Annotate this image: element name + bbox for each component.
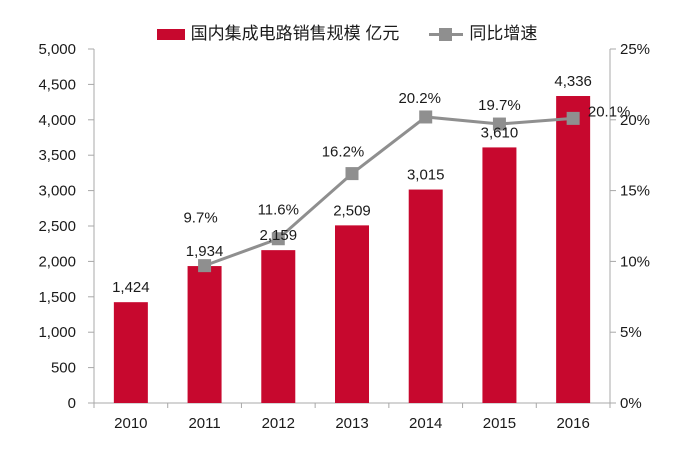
growth-value-label-2011: 9.7% <box>183 210 217 227</box>
x-axis-category-label: 2012 <box>262 415 295 432</box>
bar-2016 <box>556 96 591 403</box>
x-axis-category-label: 2016 <box>556 415 589 432</box>
bar-value-label-2016: 4,336 <box>554 73 592 90</box>
bar-value-label-2011: 1,934 <box>186 243 224 260</box>
growth-marker-2014 <box>419 110 433 124</box>
right-axis-tick-label: 15% <box>620 183 650 200</box>
x-axis-category-label: 2014 <box>409 415 442 432</box>
growth-value-label-2015: 19.7% <box>478 97 521 114</box>
bar-value-label-2014: 3,015 <box>407 167 445 184</box>
bar-2015 <box>482 147 517 403</box>
right-axis-tick-label: 0% <box>620 395 642 412</box>
growth-value-label-2013: 16.2% <box>322 144 365 161</box>
growth-marker-2012 <box>271 232 285 246</box>
growth-marker-2013 <box>345 167 359 181</box>
growth-value-label-2012: 11.6% <box>258 202 299 219</box>
right-axis-tick-label: 25% <box>620 41 650 58</box>
left-axis-tick-label: 4,000 <box>38 112 76 129</box>
left-axis-tick-label: 2,000 <box>38 253 76 270</box>
x-axis-category-label: 2013 <box>335 415 368 432</box>
growth-marker-2016 <box>566 111 580 125</box>
left-axis-tick-label: 0 <box>68 395 76 412</box>
left-axis-tick-label: 1,000 <box>38 324 76 341</box>
bar-value-label-2012: 2,159 <box>260 227 298 244</box>
right-axis-tick-label: 20% <box>620 112 650 129</box>
x-axis-category-label: 2011 <box>188 415 220 432</box>
left-axis-tick-label: 1,500 <box>38 289 76 306</box>
left-axis-tick-label: 3,000 <box>38 183 76 200</box>
bar-value-label-2010: 1,424 <box>112 279 150 296</box>
growth-marker-2015 <box>492 117 506 131</box>
x-axis-category-label: 2015 <box>483 415 516 432</box>
left-axis-tick-label: 5,000 <box>38 41 76 58</box>
bar-value-label-2013: 2,509 <box>333 202 371 219</box>
x-axis-category-label: 2010 <box>114 415 147 432</box>
left-axis-tick-label: 500 <box>51 360 76 377</box>
growth-marker-2011 <box>198 259 212 273</box>
left-axis-tick-label: 4,500 <box>38 76 76 93</box>
left-axis-tick-label: 3,500 <box>38 147 76 164</box>
right-axis-tick-label: 10% <box>620 253 650 270</box>
bar-2012 <box>261 250 296 403</box>
growth-line <box>204 115 574 268</box>
right-axis-tick-label: 5% <box>620 324 642 341</box>
bar-2011 <box>187 266 222 403</box>
growth-value-label-2016: 20.1% <box>588 103 631 120</box>
bar-2013 <box>335 225 369 403</box>
bar-2010 <box>113 302 148 403</box>
bar-2014 <box>408 189 443 403</box>
growth-value-label-2014: 20.2% <box>398 90 441 107</box>
left-axis-tick-label: 2,500 <box>38 218 76 235</box>
bar-value-label-2015: 3,610 <box>481 124 519 141</box>
